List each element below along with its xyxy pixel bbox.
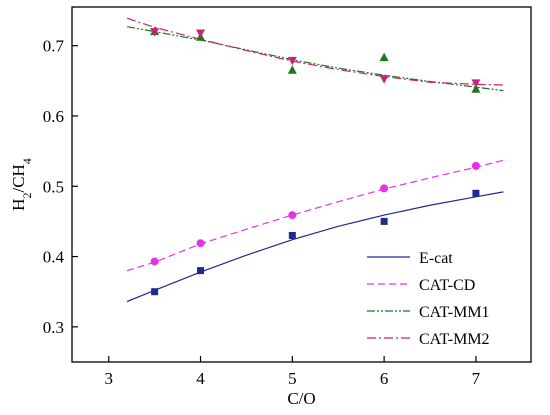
y-tick-label: 0.5 xyxy=(43,177,64,196)
marker-e-cat xyxy=(197,267,205,275)
x-tick-label: 5 xyxy=(288,369,297,388)
marker-e-cat xyxy=(151,288,159,296)
data-markers xyxy=(150,26,481,296)
marker-cat-cd xyxy=(150,257,159,266)
y-tick-label: 0.4 xyxy=(43,248,65,267)
axis-ticks xyxy=(72,45,477,362)
fit-line-cat-cd xyxy=(126,159,504,272)
legend-item-e-cat: E-cat xyxy=(367,250,453,267)
marker-cat-mm2 xyxy=(471,79,481,88)
marker-cat-mm2 xyxy=(379,75,389,84)
marker-cat-cd xyxy=(196,239,205,248)
x-tick-label: 4 xyxy=(196,369,205,388)
marker-cat-mm2 xyxy=(287,56,297,66)
x-tick-label: 7 xyxy=(472,369,481,388)
legend-item-cat-mm2: CAT-MM2 xyxy=(367,331,490,348)
fit-line-e-cat xyxy=(126,191,504,303)
plot-frame xyxy=(71,6,532,363)
legend-item-cat-cd: CAT-CD xyxy=(367,277,475,294)
tick-labels: 3 4 5 6 7 0.3 0.4 0.5 0.6 0.7 xyxy=(43,37,481,388)
y-label-sub1: 2 xyxy=(20,193,34,199)
marker-cat-mm1 xyxy=(287,65,297,74)
y-tick-label: 0.3 xyxy=(43,318,64,337)
fit-line-cat-mm1 xyxy=(126,26,504,92)
x-axis-label: C/O xyxy=(287,389,315,408)
marker-cat-mm1 xyxy=(379,52,389,62)
y-axis-label: H2/CH4 xyxy=(9,158,34,211)
legend: E-cat CAT-CD CAT-MM1 CAT-MM2 xyxy=(367,250,490,348)
y-tick-label: 0.6 xyxy=(43,107,64,126)
marker-cat-cd xyxy=(380,184,389,193)
legend-item-cat-mm1: CAT-MM1 xyxy=(367,304,490,321)
marker-e-cat xyxy=(472,189,480,197)
y-tick-label: 0.7 xyxy=(43,37,65,56)
y-label-main: H xyxy=(9,199,28,211)
marker-cat-mm2 xyxy=(150,28,160,37)
fit-lines xyxy=(126,17,504,303)
y-label-slash: /CH xyxy=(9,164,28,192)
legend-label-cat-mm1: CAT-MM1 xyxy=(419,304,490,321)
x-tick-label: 3 xyxy=(104,369,113,388)
y-label-sub2: 4 xyxy=(20,158,34,164)
marker-cat-mm2 xyxy=(196,29,206,39)
legend-label-cat-mm2: CAT-MM2 xyxy=(419,331,490,348)
marker-cat-cd xyxy=(471,161,480,170)
marker-e-cat xyxy=(288,231,296,239)
fit-line-cat-mm2 xyxy=(126,17,504,86)
x-tick-label: 6 xyxy=(380,369,389,388)
marker-cat-cd xyxy=(288,211,297,220)
legend-label-e-cat: E-cat xyxy=(419,250,453,267)
legend-label-cat-cd: CAT-CD xyxy=(419,277,475,294)
marker-cat-mm1 xyxy=(471,84,481,93)
marker-e-cat xyxy=(380,217,388,225)
